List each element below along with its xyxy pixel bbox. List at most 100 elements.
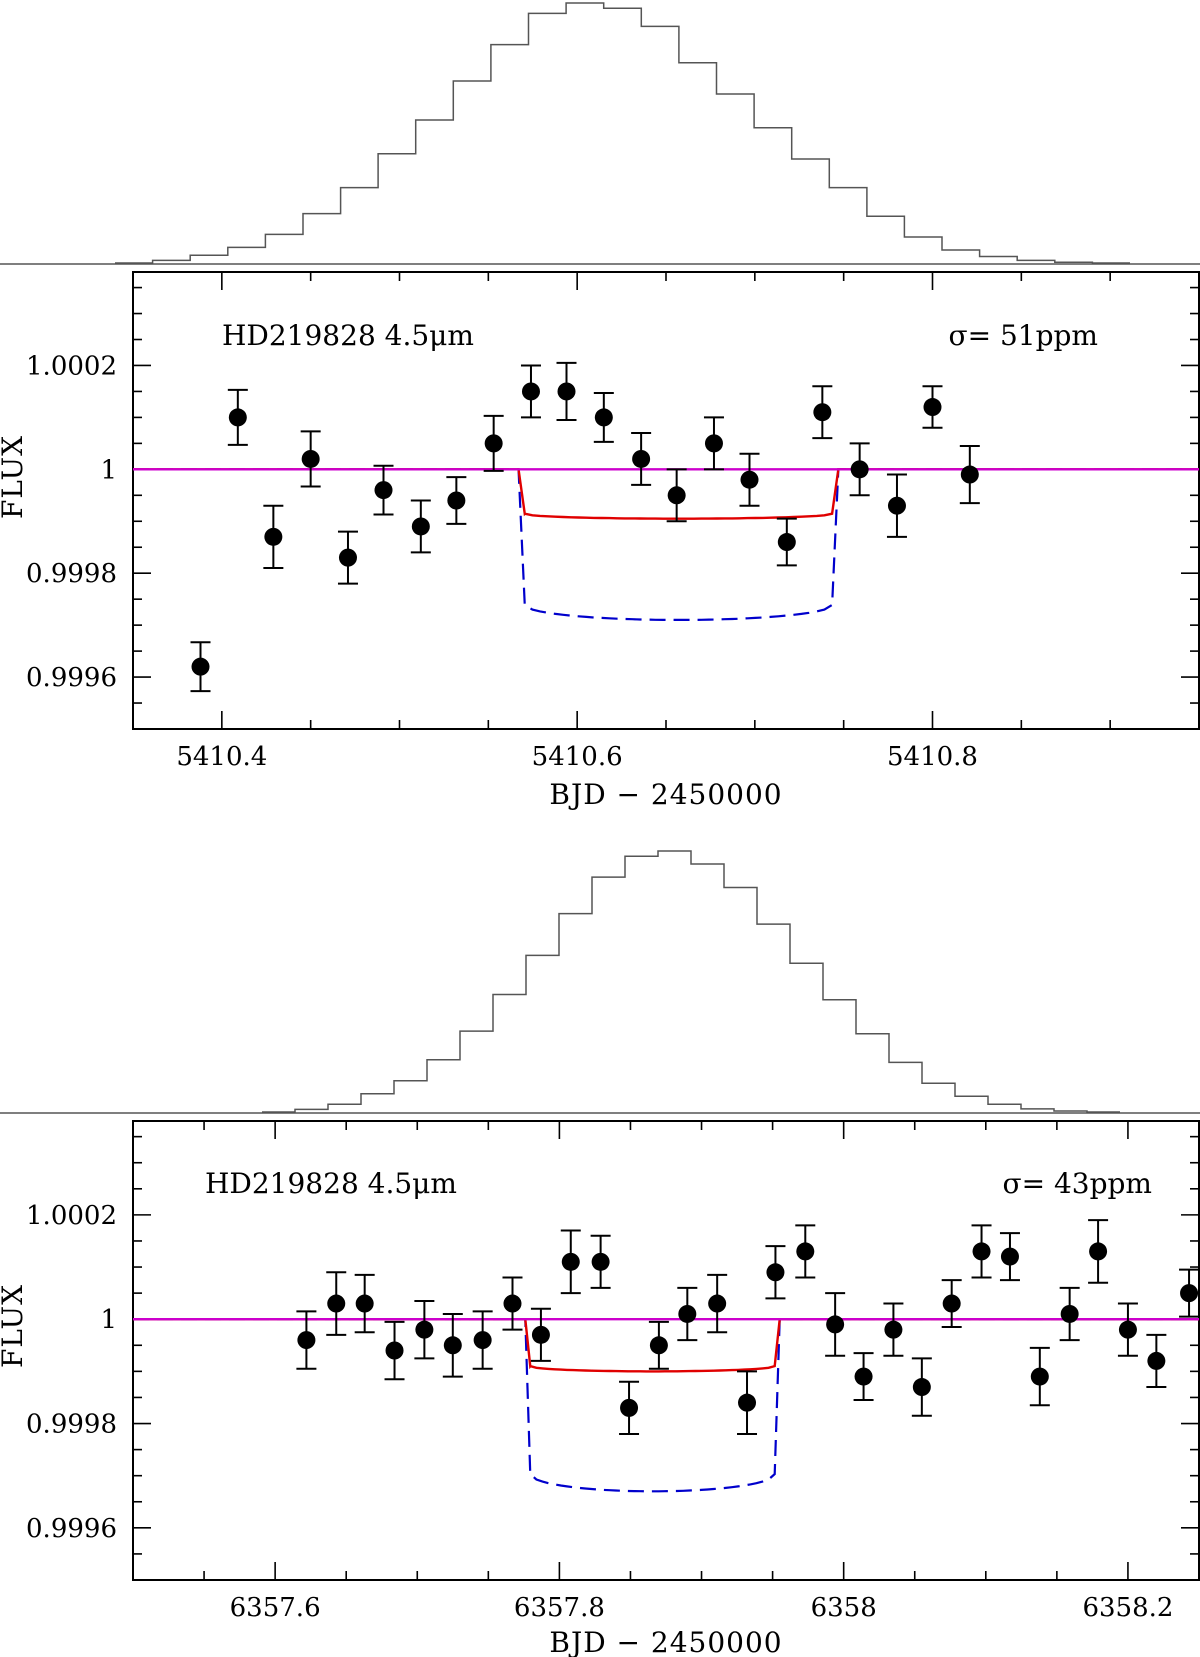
point-marker — [297, 1331, 316, 1350]
point-marker — [912, 1378, 931, 1397]
point-marker — [1060, 1304, 1079, 1323]
model-deep-dashed — [133, 468, 1199, 621]
top-tick-labels: 5410.4 5410.6 5410.8 0.9996 0.9998 1 1.0002 — [26, 351, 978, 772]
data-point — [941, 1279, 962, 1329]
bottom-annotation-sigma: σ= 43ppm — [1002, 1167, 1152, 1200]
point-marker — [484, 434, 503, 453]
bottom-tick-labels: 6357.6 6357.8 6358 6358.2 0.9996 0.9998 1 1.000… — [26, 1201, 1173, 1623]
y-tick-label: 1 — [100, 455, 117, 485]
data-point — [1117, 1302, 1138, 1357]
point-marker — [191, 657, 210, 676]
data-point — [825, 1292, 846, 1357]
data-point — [737, 1370, 758, 1435]
data-point — [666, 468, 687, 523]
point-marker — [704, 434, 723, 453]
point-marker — [415, 1320, 434, 1339]
point-marker — [708, 1294, 727, 1313]
data-point — [296, 1310, 317, 1370]
top-axis-ticks — [132, 272, 1200, 730]
point-marker — [1180, 1284, 1199, 1303]
data-point — [707, 1273, 728, 1334]
point-marker — [632, 449, 651, 468]
data-point — [560, 1229, 581, 1295]
x-tick-label: 5410.6 — [532, 742, 623, 772]
point-marker — [1089, 1242, 1108, 1261]
point-marker — [826, 1315, 845, 1334]
x-tick-label: 5410.8 — [887, 742, 978, 772]
data-point — [911, 1357, 932, 1417]
point-marker — [1147, 1351, 1166, 1370]
x-tick-label: 6358 — [811, 1593, 877, 1623]
bottom-data-points — [296, 1219, 1200, 1435]
point-marker — [591, 1252, 610, 1271]
bottom-annotation-target: HD219828 4.5μm — [205, 1167, 457, 1200]
point-marker — [264, 527, 283, 546]
point-marker — [766, 1263, 785, 1282]
point-marker — [521, 382, 540, 401]
data-point — [520, 364, 541, 419]
point-marker — [649, 1336, 668, 1355]
data-point — [631, 431, 652, 486]
data-point — [886, 473, 907, 538]
histogram-steps — [115, 2, 1130, 264]
y-tick-label: 0.9996 — [26, 663, 117, 693]
x-tick-label: 6357.8 — [514, 1593, 605, 1623]
point-marker — [678, 1304, 697, 1323]
data-point — [922, 385, 943, 429]
data-point — [739, 452, 760, 507]
data-point — [502, 1276, 523, 1331]
bottom-y-axis-label: FLUX — [0, 1284, 29, 1368]
point-marker — [796, 1242, 815, 1261]
data-point — [472, 1310, 493, 1370]
y-tick-label: 0.9996 — [26, 1514, 117, 1544]
point-marker — [777, 533, 796, 552]
top-annotation-sigma: σ= 51ppm — [948, 319, 1098, 352]
model-shallow-solid — [133, 1318, 1199, 1373]
top-data-points — [190, 361, 980, 693]
data-point — [1029, 1346, 1050, 1407]
bottom-x-axis-label: BJD − 2450000 — [549, 1626, 782, 1657]
histogram-steps — [262, 850, 1120, 1113]
data-point — [263, 504, 284, 570]
point-marker — [972, 1242, 991, 1261]
top-transit-models — [133, 468, 1199, 621]
point-marker — [301, 449, 320, 468]
point-marker — [850, 460, 869, 479]
data-point — [593, 392, 614, 443]
point-marker — [960, 465, 979, 484]
bottom-panel: 6357.6 6357.8 6358 6358.2 0.9996 0.9998 1 1.000… — [0, 850, 1200, 1657]
bottom-transit-models — [133, 1318, 1199, 1493]
point-marker — [884, 1320, 903, 1339]
data-point — [227, 388, 248, 446]
point-marker — [1030, 1367, 1049, 1386]
point-marker — [923, 398, 942, 417]
point-marker — [740, 470, 759, 489]
data-point — [1146, 1333, 1167, 1389]
point-marker — [1118, 1320, 1137, 1339]
y-tick-label: 1 — [100, 1305, 117, 1335]
point-marker — [1000, 1247, 1019, 1266]
data-point — [354, 1273, 375, 1334]
data-point — [849, 442, 870, 497]
data-point — [590, 1234, 611, 1289]
data-point — [326, 1271, 347, 1336]
point-marker — [473, 1331, 492, 1350]
data-point — [442, 1312, 463, 1378]
data-point — [648, 1320, 669, 1370]
data-point — [619, 1380, 640, 1435]
data-point — [703, 416, 724, 471]
point-marker — [557, 382, 576, 401]
point-marker — [594, 408, 613, 427]
point-marker — [503, 1294, 522, 1313]
x-tick-label: 6358.2 — [1082, 1593, 1173, 1623]
data-point — [883, 1302, 904, 1357]
point-marker — [443, 1336, 462, 1355]
top-y-axis-label: FLUX — [0, 435, 29, 519]
data-point — [1179, 1268, 1200, 1318]
data-point — [410, 499, 431, 554]
point-marker — [942, 1294, 961, 1313]
data-point — [677, 1286, 698, 1342]
x-tick-label: 5410.4 — [176, 742, 267, 772]
top-annotation-target: HD219828 4.5μm — [222, 319, 474, 352]
data-point — [853, 1352, 874, 1402]
